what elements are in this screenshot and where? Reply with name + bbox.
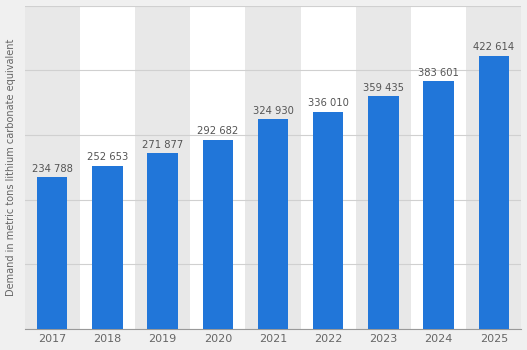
Text: 271 877: 271 877	[142, 140, 183, 150]
Bar	[258, 119, 288, 329]
Bar	[356, 6, 411, 329]
Bar	[424, 81, 454, 329]
Bar	[246, 6, 300, 329]
Bar	[92, 166, 123, 329]
Text: 422 614: 422 614	[473, 42, 514, 52]
Bar	[300, 6, 356, 329]
Text: 252 653: 252 653	[87, 152, 128, 162]
Bar	[80, 6, 135, 329]
Bar	[313, 112, 344, 329]
Text: 292 682: 292 682	[197, 126, 238, 136]
Bar	[148, 153, 178, 329]
Bar	[479, 56, 509, 329]
Text: 359 435: 359 435	[363, 83, 404, 93]
Bar	[202, 140, 233, 329]
Text: 324 930: 324 930	[252, 106, 294, 116]
Bar	[368, 97, 398, 329]
Bar	[25, 6, 80, 329]
Text: 336 010: 336 010	[308, 98, 349, 108]
Text: 383 601: 383 601	[418, 68, 459, 78]
Bar	[411, 6, 466, 329]
Bar	[190, 6, 246, 329]
Bar	[135, 6, 190, 329]
Y-axis label: Demand in metric tons lithium carbonate equivalent: Demand in metric tons lithium carbonate …	[6, 38, 16, 296]
Bar	[37, 177, 67, 329]
Bar	[466, 6, 521, 329]
Text: 234 788: 234 788	[32, 164, 73, 174]
